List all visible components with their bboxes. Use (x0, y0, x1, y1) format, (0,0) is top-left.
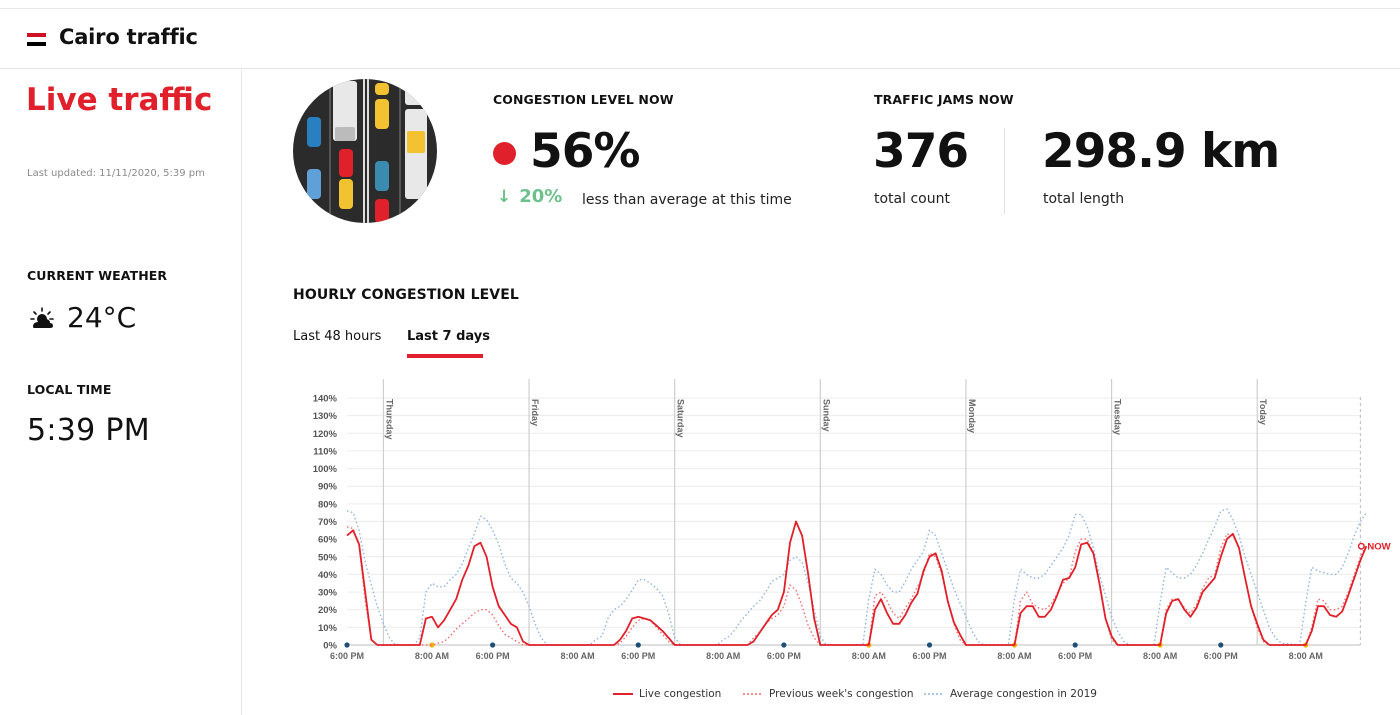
current-weather-label: CURRENT WEATHER (27, 268, 168, 283)
hourly-congestion-chart: 0% 10% 20% 30% 40% 50% 60% 70% 80% 90% 100% 110% 120… (313, 379, 1391, 661)
y-tick-label: 130% (313, 411, 338, 422)
x-tick-dot (429, 642, 435, 648)
y-tick-label: 110% (313, 446, 337, 457)
legend-previous-week: Previous week's congestion (743, 688, 914, 700)
weather-row: 24°C (29, 301, 136, 334)
top-border (0, 8, 1400, 9)
x-tick-label: 8:00 AM (560, 651, 594, 661)
x-tick-label: 6:00 PM (767, 651, 801, 661)
day-label: Sunday (821, 399, 831, 432)
local-time-label: LOCAL TIME (27, 382, 112, 397)
y-tick-label: 60% (318, 535, 338, 546)
x-tick-label: 6:00 PM (1204, 651, 1238, 661)
y-tick-label: 40% (318, 570, 338, 581)
local-time-value: 5:39 PM (27, 413, 150, 448)
sidebar: Live traffic Last updated: 11/11/2020, 5… (0, 70, 242, 715)
x-tick-label: 8:00 AM (1143, 651, 1177, 661)
congestion-delta: ↓ 20% (497, 186, 562, 207)
traffic-cars-image (293, 79, 437, 223)
y-tick-label: 20% (318, 605, 338, 616)
last-updated-text: Last updated: 11/11/2020, 5:39 pm (27, 168, 205, 179)
now-marker (1357, 542, 1365, 550)
y-tick-label: 120% (313, 429, 338, 440)
congestion-delta-text: less than average at this time (582, 192, 792, 208)
temperature-value: 24°C (67, 301, 137, 334)
live-traffic-title: Live traffic (26, 82, 213, 118)
legend-average-2019-swatch (924, 693, 944, 695)
y-tick-label: 30% (318, 588, 338, 599)
y-tick-label: 90% (318, 482, 338, 493)
legend-average-2019: Average congestion in 2019 (924, 688, 1097, 700)
app-header: Cairo traffic (0, 9, 1400, 69)
active-tab-indicator (407, 354, 483, 358)
day-label: Friday (530, 399, 540, 426)
x-tick-dot (1218, 642, 1224, 648)
jams-length-label: total length (1043, 191, 1125, 207)
arrow-down-icon: ↓ (497, 186, 512, 207)
x-tick-label: 8:00 AM (415, 651, 449, 661)
tab-last-48-hours[interactable]: Last 48 hours (293, 329, 382, 344)
tab-last-7-days[interactable]: Last 7 days (407, 329, 490, 344)
x-tick-label: 6:00 PM (330, 651, 364, 661)
legend-live: Live congestion (613, 688, 721, 700)
jams-count-label: total count (874, 191, 950, 207)
jams-length-value: 298.9 km (1042, 124, 1280, 179)
x-tick-dot (635, 642, 641, 648)
x-tick-label: 8:00 AM (997, 651, 1031, 661)
legend-live-label: Live congestion (639, 688, 722, 700)
congestion-status-dot (493, 142, 516, 165)
x-tick-label: 8:00 AM (1289, 651, 1323, 661)
congestion-level-label: CONGESTION LEVEL NOW (493, 92, 674, 107)
congestion-value: 56% (530, 124, 640, 179)
y-tick-label: 0% (323, 641, 337, 652)
y-tick-label: 140% (313, 394, 338, 405)
x-tick-label: 6:00 PM (1058, 651, 1092, 661)
x-tick-dot (344, 642, 350, 648)
stat-divider (1004, 128, 1005, 214)
legend-live-swatch (613, 693, 633, 695)
app-title: Cairo traffic (59, 25, 198, 49)
legend-previous-week-swatch (743, 693, 763, 695)
day-label: Monday (967, 399, 977, 433)
x-tick-label: 6:00 PM (621, 651, 655, 661)
series-line-previous-week (346, 526, 1368, 646)
x-tick-label: 8:00 AM (706, 651, 740, 661)
x-tick-label: 6:00 PM (476, 651, 510, 661)
y-tick-label: 80% (318, 499, 338, 510)
x-tick-dot (926, 642, 933, 648)
partly-cloudy-icon (30, 306, 54, 328)
day-label: Today (1258, 399, 1268, 425)
y-tick-label: 10% (318, 623, 338, 634)
series-line-live (346, 520, 1368, 646)
traffic-illustration (293, 79, 437, 223)
now-label: NOW (1367, 542, 1390, 553)
legend-previous-week-label: Previous week's congestion (769, 688, 914, 700)
day-label: Saturday (676, 399, 686, 438)
y-tick-label: 70% (318, 517, 338, 528)
x-tick-dot (781, 642, 787, 648)
x-tick-dot (490, 642, 496, 648)
x-tick-dot (1072, 642, 1078, 648)
day-label: Tuesday (1113, 399, 1123, 435)
x-tick-label: 8:00 AM (852, 651, 886, 661)
y-tick-label: 100% (313, 464, 338, 475)
series-line-average-2019 (346, 508, 1367, 646)
jams-count-value: 376 (873, 124, 969, 179)
y-tick-label: 50% (318, 552, 338, 563)
x-tick-label: 6:00 PM (913, 651, 947, 661)
legend-average-2019-label: Average congestion in 2019 (950, 688, 1097, 700)
congestion-delta-value: 20% (519, 186, 563, 207)
traffic-jams-label: TRAFFIC JAMS NOW (874, 92, 1014, 107)
egypt-flag-icon (27, 33, 46, 46)
hourly-congestion-title: HOURLY CONGESTION LEVEL (293, 287, 519, 303)
day-label: Thursday (384, 399, 394, 440)
